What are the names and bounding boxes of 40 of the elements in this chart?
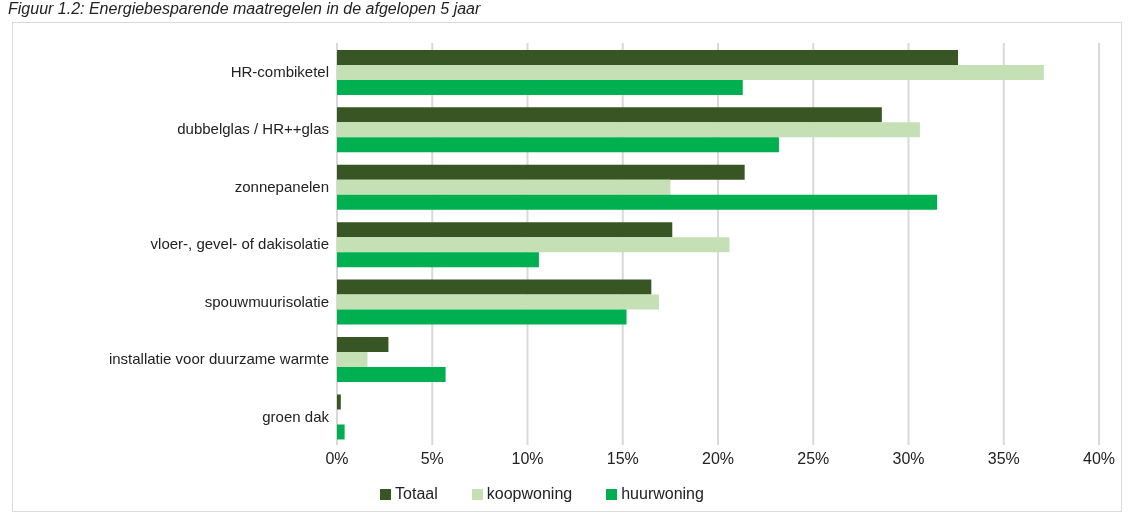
y-tick-label: dubbelglas / HR++glas <box>177 120 329 138</box>
y-tick-label: zonnepanelen <box>234 177 329 195</box>
bar <box>337 49 959 65</box>
x-tick-label: 30% <box>892 450 925 468</box>
bar <box>337 122 920 138</box>
y-tick-label: HR-combiketel <box>230 63 329 81</box>
bar <box>337 64 1044 80</box>
legend-label: koopwoning <box>486 485 573 502</box>
x-tick-label: 25% <box>797 450 830 468</box>
bar <box>337 222 673 238</box>
bar <box>337 179 671 195</box>
bar <box>337 424 345 440</box>
bar <box>337 194 938 210</box>
bar <box>337 237 730 253</box>
x-tick-label: 5% <box>420 450 444 468</box>
y-tick-label: groen dak <box>262 407 330 425</box>
x-tick-label: 10% <box>511 450 544 468</box>
bar <box>337 394 341 410</box>
y-tick-label: installatie voor duurzame warmte <box>108 350 329 368</box>
x-tick-label: 15% <box>606 450 639 468</box>
chart-title: Figuur 1.2: Energiebesparende maatregelen in de afgelopen 5 jaar <box>8 0 481 18</box>
bar <box>337 107 882 123</box>
bar <box>337 164 745 180</box>
legend-label: Totaal <box>395 485 438 502</box>
legend-label: huurwoning <box>621 485 704 502</box>
bar <box>337 252 539 268</box>
bar <box>337 137 779 153</box>
y-tick-label: spouwmuurisolatie <box>204 292 329 310</box>
bar <box>337 367 446 383</box>
bar <box>337 337 389 353</box>
x-tick-label: 20% <box>701 450 735 468</box>
y-tick-label: vloer-, gevel- of dakisolatie <box>150 235 329 253</box>
bar <box>337 79 743 95</box>
x-tick-label: 0% <box>325 450 349 468</box>
bar <box>337 352 368 368</box>
x-tick-label: 35% <box>987 450 1020 468</box>
bar <box>337 279 652 295</box>
x-tick-label: 40% <box>1082 450 1116 468</box>
bar <box>337 309 627 325</box>
bar <box>337 294 659 310</box>
